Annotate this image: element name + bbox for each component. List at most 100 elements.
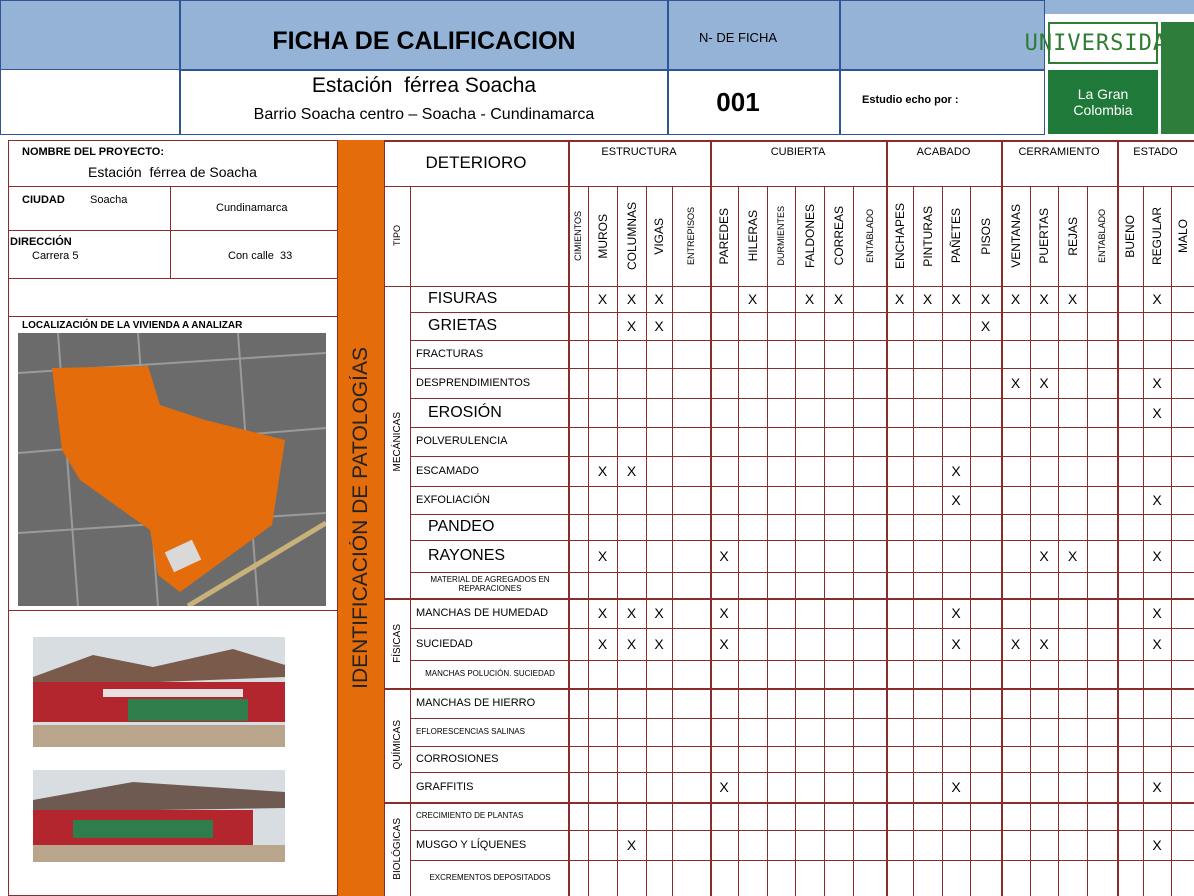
type-label: TIPO <box>392 225 402 247</box>
group-header: ESTRUCTURA <box>601 146 677 158</box>
grid-line <box>410 572 1194 573</box>
grid-line <box>410 398 1194 399</box>
grid-line <box>646 186 647 896</box>
row-label: MANCHAS DE HUMEDAD <box>416 606 549 619</box>
column-header: HILERAS <box>738 186 767 286</box>
group-header: CUBIERTA <box>770 146 826 158</box>
grid-line <box>1117 140 1119 896</box>
grid-line <box>672 186 673 896</box>
x-mark: X <box>951 605 961 621</box>
row-label: MUSGO Y LÍQUENES <box>416 838 527 851</box>
grid-line <box>384 286 1194 287</box>
city-label: CIUDAD <box>22 194 65 206</box>
grid-line <box>853 186 854 896</box>
city: Soacha <box>90 194 128 206</box>
roofline <box>33 649 285 687</box>
grid-line <box>384 688 1194 690</box>
divider <box>170 186 171 278</box>
grid-line <box>410 486 1194 487</box>
project-name: Estación férrea de Soacha <box>88 164 257 180</box>
column-label: FALDONES <box>802 203 817 269</box>
address-2: Con calle 33 <box>228 250 293 262</box>
column-header: FALDONES <box>795 186 824 286</box>
x-mark: X <box>1152 605 1162 621</box>
column-label: MALO <box>1175 218 1190 253</box>
column-label: PAÑETES <box>949 208 963 264</box>
grid-line <box>617 186 618 896</box>
divider <box>8 316 338 317</box>
grid-line <box>886 186 887 896</box>
x-mark: X <box>626 605 637 621</box>
grid-line <box>738 186 739 896</box>
x-mark: X <box>1010 291 1021 307</box>
column-header: REGULAR <box>1143 186 1171 286</box>
section-label: MECÁNICAS <box>391 412 403 472</box>
column-label: COLUMNAS <box>624 201 639 270</box>
grid-line <box>410 772 1194 773</box>
site-address: Barrio Soacha centro – Soacha - Cundinam… <box>253 106 595 123</box>
row-label: GRAFFITIS <box>416 780 474 793</box>
x-mark: X <box>980 318 991 334</box>
x-mark: X <box>1010 375 1021 391</box>
x-mark: X <box>719 605 729 621</box>
x-mark: X <box>654 636 664 652</box>
x-mark: X <box>951 636 961 652</box>
type-header: TIPO <box>384 186 410 286</box>
group-header: ESTADO <box>1133 146 1178 158</box>
photo-2 <box>33 770 285 862</box>
divider <box>8 610 338 611</box>
x-mark: X <box>597 463 608 479</box>
x-mark: X <box>626 291 637 307</box>
section-label: FÍSICAS <box>391 623 403 663</box>
x-mark: X <box>951 463 961 479</box>
column-label: PINTURAS <box>920 205 935 267</box>
section-header: FÍSICAS <box>384 598 410 688</box>
x-mark: X <box>597 548 608 564</box>
row-label: EROSIÓN <box>428 403 502 421</box>
ground <box>33 725 285 747</box>
photo-1 <box>33 637 285 747</box>
column-header: PISOS <box>970 186 1001 286</box>
x-mark: X <box>597 636 608 652</box>
header-cell <box>840 0 1045 70</box>
row-label: MANCHAS POLUCIÓN. SUCIEDAD <box>425 668 555 678</box>
ficha-label: N- DE FICHA <box>699 29 777 45</box>
column-header: DURMIENTES <box>767 186 795 286</box>
address-label: DIRECCIÓN <box>10 236 72 248</box>
grid-line <box>1001 186 1002 896</box>
grid-line <box>384 140 1194 142</box>
row-label: FISURAS <box>428 290 498 308</box>
grid-line <box>1087 186 1088 896</box>
deterioro-header: DETERIORO <box>425 153 527 172</box>
grid-line <box>1143 186 1144 896</box>
x-mark: X <box>833 291 844 307</box>
column-header: MALO <box>1171 186 1194 286</box>
grid-line <box>410 514 1194 515</box>
column-header: PAREDES <box>710 186 738 286</box>
grid-line <box>1171 186 1172 896</box>
project-name-label: NOMBRE DEL PROYECTO: <box>22 146 164 158</box>
column-header: CIMIENTOS <box>568 186 588 286</box>
column-label: ENCHAPES <box>892 202 907 270</box>
aerial-image <box>18 333 326 606</box>
grid-line <box>410 368 1194 369</box>
column-label: REGULAR <box>1150 206 1164 265</box>
column-label: PUERTAS <box>1037 208 1051 264</box>
grid-line <box>410 427 1194 428</box>
column-header: ENTABLADO <box>1087 186 1117 286</box>
x-mark: X <box>922 291 933 307</box>
column-header: VENTANAS <box>1001 186 1030 286</box>
x-mark: X <box>951 779 961 795</box>
column-header: PAÑETES <box>942 186 970 286</box>
row-label: EXCREMENTOS DEPOSITADOS <box>429 872 551 882</box>
study-by-label: Estudio echo por : <box>862 94 959 106</box>
x-mark: X <box>626 636 637 652</box>
header-cell <box>668 70 840 135</box>
x-mark: X <box>980 291 991 307</box>
ficha-number: 001 <box>716 86 760 117</box>
section-header: BIOLÓGICAS <box>384 802 410 896</box>
column-header: REJAS <box>1058 186 1087 286</box>
grid-line <box>568 140 570 896</box>
location-label: LOCALIZACIÓN DE LA VIVIENDA A ANALIZAR <box>22 320 243 331</box>
grid-line <box>410 746 1194 747</box>
